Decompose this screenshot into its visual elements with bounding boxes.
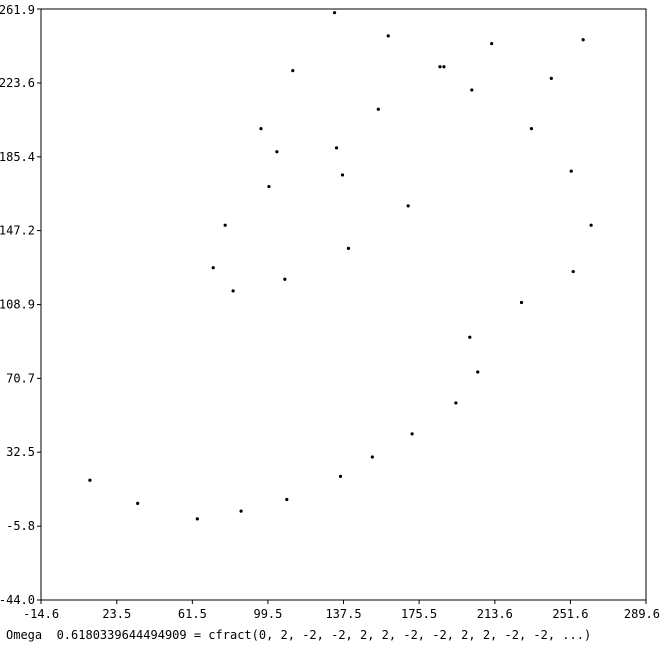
fractal-point: [196, 517, 199, 520]
fractal-point: [341, 173, 344, 176]
fractal-point: [283, 278, 286, 281]
y-tick-label: 185.4: [0, 150, 35, 164]
fractal-point: [572, 270, 575, 273]
fractal-point: [239, 510, 242, 513]
fractal-point: [411, 432, 414, 435]
fractal-point: [550, 77, 553, 80]
fractal-point: [291, 69, 294, 72]
fractal-point: [212, 266, 215, 269]
omega-caption: Omega 0.6180339644494909 = cfract(0, 2, …: [6, 628, 591, 642]
fractal-point: [468, 336, 471, 339]
fractal-point: [335, 146, 338, 149]
x-tick-label: 137.5: [325, 607, 361, 621]
fractal-point: [582, 38, 585, 41]
x-tick-label: 99.5: [253, 607, 282, 621]
fractal-point: [570, 169, 573, 172]
fractal-point: [377, 108, 380, 111]
y-tick-label: -44.0: [0, 593, 35, 607]
x-tick-label: -14.6: [23, 607, 59, 621]
fractal-point: [232, 289, 235, 292]
fractal-point: [285, 498, 288, 501]
fractal-point: [333, 11, 336, 14]
fractal-point: [339, 475, 342, 478]
y-tick-label: 261.9: [0, 3, 35, 17]
y-tick-label: 32.5: [6, 445, 35, 459]
fractal-point: [275, 150, 278, 153]
x-tick-label: 251.6: [552, 607, 588, 621]
fractal-point: [224, 224, 227, 227]
x-tick-label: 289.6: [624, 607, 660, 621]
fractal-point: [454, 401, 457, 404]
fractal-point: [442, 65, 445, 68]
x-tick-label: 213.6: [477, 607, 513, 621]
fractal-point: [490, 42, 493, 45]
fractal-point: [590, 224, 593, 227]
x-axis-ticks: -14.6 23.5 61.5 99.5 137.5 175.5 213.6 251.6 289…: [23, 600, 660, 621]
y-tick-label: 108.9: [0, 298, 35, 312]
fractal-point: [371, 455, 374, 458]
y-tick-label: -5.8: [6, 519, 35, 533]
fractal-point: [88, 479, 91, 482]
x-tick-label: 61.5: [178, 607, 207, 621]
x-tick-label: 23.5: [102, 607, 131, 621]
fractal-point: [407, 204, 410, 207]
fractal-point: [387, 34, 390, 37]
plot-frame: [41, 9, 646, 600]
fractal-point: [136, 502, 139, 505]
y-axis-ticks: 261.9 223.6 185.4 147.2 108.9 70.7 32.5 -5.8 -44…: [0, 3, 41, 607]
x-tick-label: 175.5: [401, 607, 437, 621]
fractal-point: [476, 370, 479, 373]
fractal-point: [259, 127, 262, 130]
y-tick-label: 147.2: [0, 224, 35, 238]
fractal-point: [438, 65, 441, 68]
fractal-point: [530, 127, 533, 130]
fractal-point: [520, 301, 523, 304]
fractal-point: [470, 88, 473, 91]
y-tick-label: 70.7: [6, 371, 35, 385]
y-tick-label: 223.6: [0, 76, 35, 90]
fractal-point: [347, 247, 350, 250]
fractal-point: [267, 185, 270, 188]
